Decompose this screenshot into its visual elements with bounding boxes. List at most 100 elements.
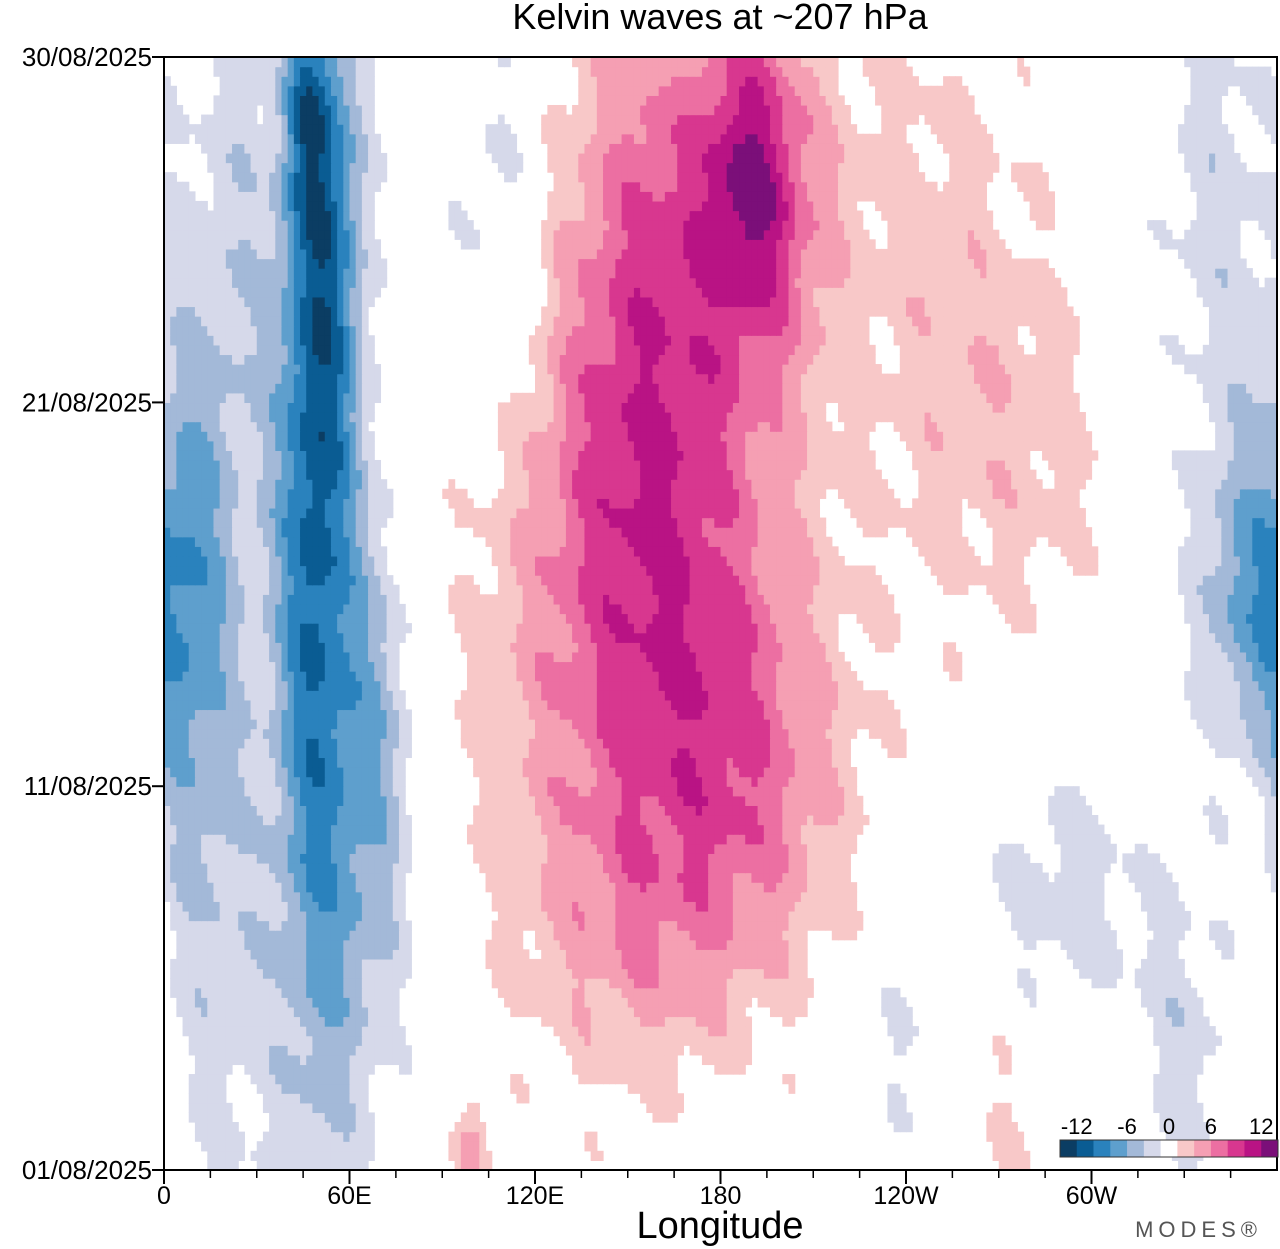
field-cell xyxy=(374,891,382,902)
field-cell xyxy=(281,958,289,970)
field-cell xyxy=(244,968,252,979)
field-cell xyxy=(1153,987,1161,998)
field-cell xyxy=(1103,920,1111,931)
field-cell xyxy=(1153,958,1161,970)
field-cell xyxy=(213,891,221,902)
field-cell xyxy=(1017,862,1025,874)
field-cell xyxy=(262,1016,270,1027)
field-cell xyxy=(269,949,276,960)
field-cell xyxy=(188,747,196,759)
field-cell xyxy=(745,776,753,787)
field-cell xyxy=(893,1093,901,1104)
field-cell xyxy=(262,920,270,931)
field-cell xyxy=(1110,939,1117,950)
field-cell xyxy=(553,968,561,979)
field-cell xyxy=(207,1131,215,1142)
field-cell xyxy=(473,843,480,854)
field-cell xyxy=(646,968,654,979)
field-cell xyxy=(201,930,208,941)
field-cell xyxy=(238,978,245,989)
field-cell xyxy=(405,814,412,826)
field-cell xyxy=(207,1093,215,1104)
field-cell xyxy=(528,997,536,1008)
field-cell xyxy=(677,690,684,701)
field-cell xyxy=(677,1045,684,1056)
field-cell xyxy=(361,1122,369,1133)
field-cell xyxy=(627,795,635,806)
field-cell xyxy=(559,901,567,912)
field-cell xyxy=(201,853,208,864)
field-cell xyxy=(547,699,555,711)
field-cell xyxy=(609,1035,616,1046)
field-cell xyxy=(1079,968,1086,979)
field-cell xyxy=(1215,680,1222,691)
field-cell xyxy=(535,709,542,720)
field-cell xyxy=(300,853,307,864)
field-cell xyxy=(603,738,610,749)
field-cell xyxy=(1165,1045,1173,1056)
field-cell xyxy=(374,1026,382,1037)
field-cell xyxy=(256,728,264,739)
field-cell xyxy=(800,767,808,778)
field-cell xyxy=(553,910,561,922)
field-cell xyxy=(794,1006,802,1018)
field-cell xyxy=(324,862,332,874)
field-cell xyxy=(671,882,678,893)
field-cell xyxy=(238,939,245,950)
field-cell xyxy=(256,1141,264,1152)
field-cell xyxy=(1178,1035,1185,1046)
field-cell xyxy=(788,747,796,759)
field-cell xyxy=(603,1054,610,1066)
field-cell xyxy=(194,767,202,778)
field-cell xyxy=(386,949,394,960)
field-cell xyxy=(1103,978,1111,989)
field-cell xyxy=(232,814,239,826)
field-cell xyxy=(207,853,215,864)
field-cell xyxy=(1066,805,1074,816)
field-cell xyxy=(627,1035,635,1046)
field-cell xyxy=(652,1083,660,1094)
field-cell xyxy=(578,1026,586,1037)
field-cell xyxy=(398,910,406,922)
field-cell xyxy=(652,1026,660,1037)
field-cell xyxy=(1048,930,1055,941)
field-cell xyxy=(497,920,505,931)
field-cell xyxy=(232,824,239,835)
field-cell xyxy=(1017,843,1025,854)
field-cell xyxy=(547,776,555,787)
field-cell xyxy=(213,1074,221,1085)
field-cell xyxy=(201,1102,208,1114)
field-cell xyxy=(621,853,629,864)
field-cell xyxy=(213,1054,221,1066)
field-cell xyxy=(392,728,400,739)
field-cell xyxy=(194,1016,202,1027)
field-cell xyxy=(225,882,233,893)
field-cell xyxy=(584,824,592,835)
field-cell xyxy=(287,901,295,912)
field-cell xyxy=(720,776,728,787)
field-cell xyxy=(590,1141,598,1152)
field-cell xyxy=(516,910,524,922)
field-cell xyxy=(1221,834,1229,845)
field-cell xyxy=(800,747,808,759)
field-cell xyxy=(584,786,592,797)
field-cell xyxy=(238,872,245,883)
field-cell xyxy=(596,680,604,691)
field-cell xyxy=(708,920,715,931)
field-cell xyxy=(368,930,375,941)
field-cell xyxy=(1023,901,1031,912)
field-cell xyxy=(250,1026,258,1037)
field-cell xyxy=(1048,882,1055,893)
field-cell xyxy=(380,978,388,989)
field-cell xyxy=(732,747,740,759)
field-cell xyxy=(349,862,357,874)
field-cell xyxy=(572,862,579,874)
field-cell xyxy=(164,680,171,691)
field-cell xyxy=(300,968,307,979)
field-cell xyxy=(683,872,691,883)
field-cell xyxy=(324,747,332,759)
field-cell xyxy=(330,882,338,893)
field-cell xyxy=(250,1074,258,1085)
field-cell xyxy=(720,882,728,893)
field-cell xyxy=(386,939,394,950)
